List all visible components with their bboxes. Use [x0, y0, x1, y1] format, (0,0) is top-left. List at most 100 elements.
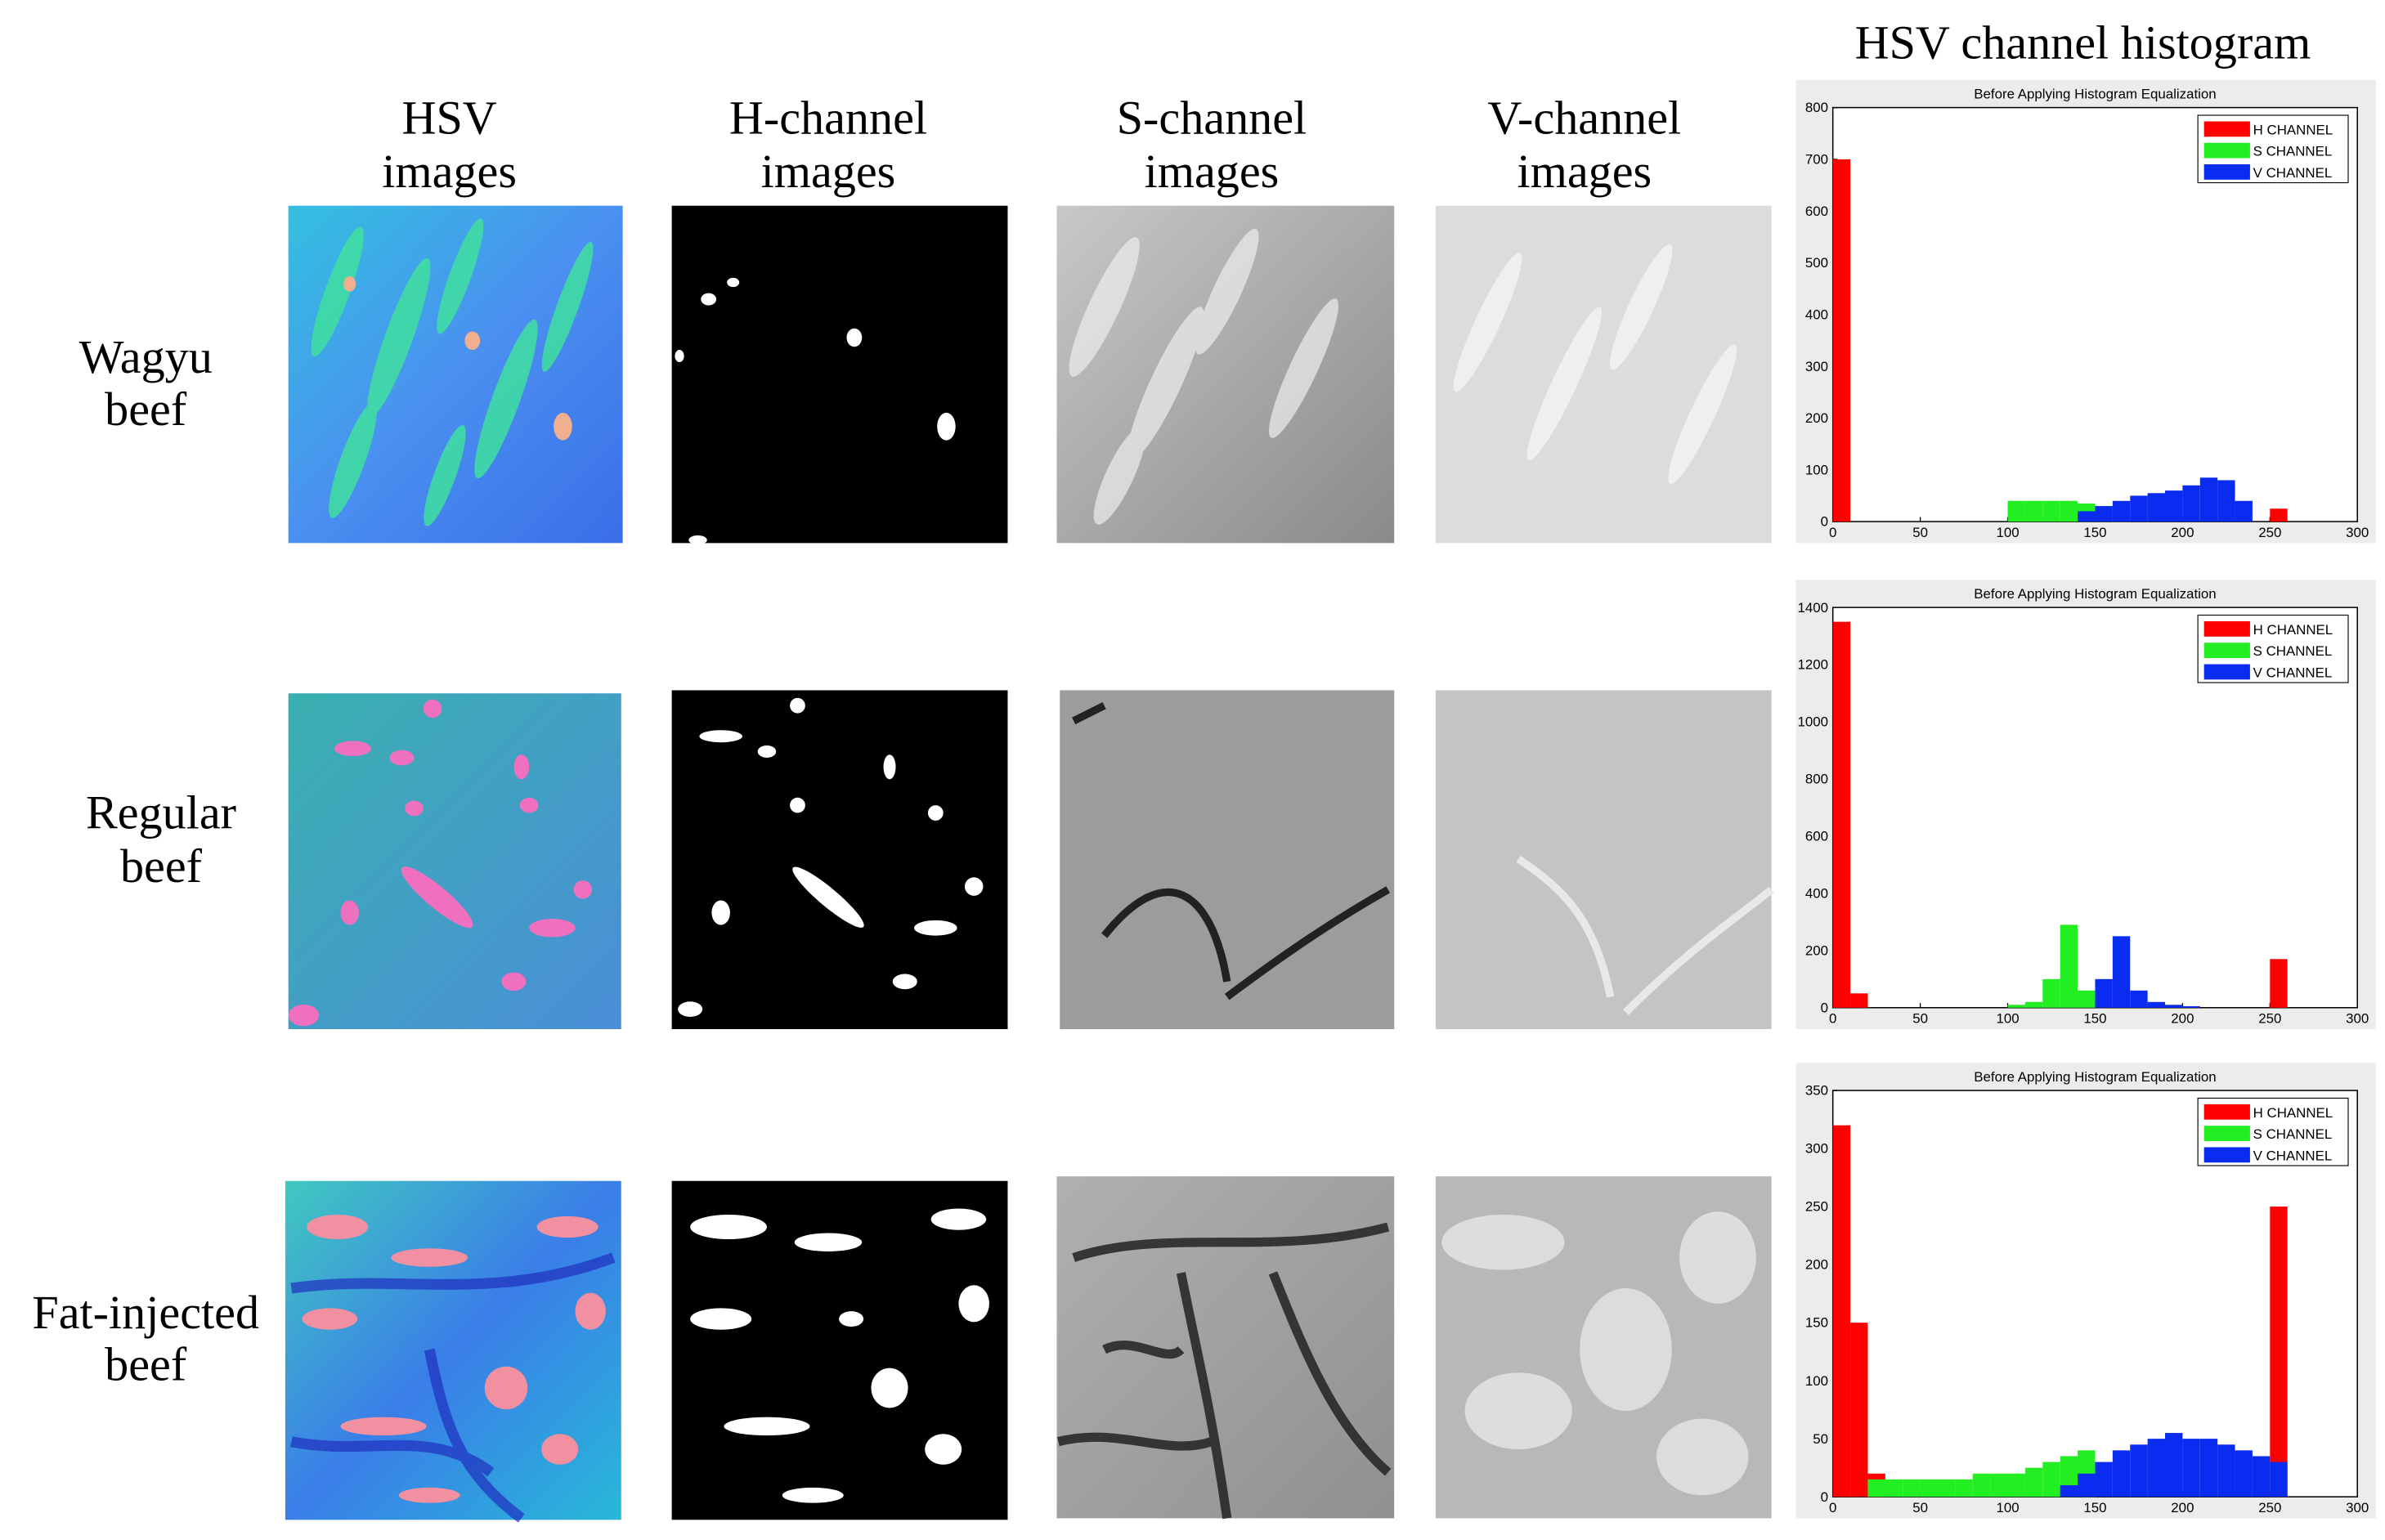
y-tick-label: 0: [1821, 1489, 1828, 1505]
image-fat-hsv: [285, 1180, 621, 1523]
y-tick-label: 600: [1805, 829, 1828, 844]
image-fat-v: [1435, 1176, 1772, 1519]
chart-title: Before Applying Histogram Equalization: [1974, 586, 2216, 602]
histogram-bar: [2270, 1462, 2288, 1497]
row-label: Fat-injected: [32, 1286, 259, 1339]
column-header: V-channel: [1487, 92, 1681, 145]
histogram-bar: [2060, 1484, 2078, 1497]
legend-swatch: [2203, 164, 2250, 180]
y-tick-label: 250: [1805, 1199, 1828, 1215]
histogram-bar: [2024, 1467, 2043, 1497]
histogram-bar: [2182, 1006, 2200, 1008]
histogram-bar: [2112, 936, 2131, 1008]
x-tick-label: 50: [1912, 1011, 1928, 1027]
histogram-panel: Before Applying Histogram Equalization 0 5…: [1795, 79, 2376, 544]
y-tick-label: 1200: [1798, 657, 1829, 673]
image-regular-s: [1060, 690, 1395, 1030]
histogram-bar: [2182, 485, 2200, 522]
histogram-bar: [2042, 500, 2060, 522]
histogram-bar: [2147, 1001, 2165, 1008]
histogram-bar: [2235, 500, 2253, 522]
histogram-bar: [2042, 978, 2060, 1008]
x-tick-label: 150: [2083, 1500, 2106, 1515]
legend-swatch: [2203, 642, 2250, 659]
legend-label: V CHANNEL: [2253, 1148, 2333, 1163]
histogram-bar: [2024, 500, 2043, 522]
x-tick-label: 50: [1912, 525, 1928, 540]
y-tick-label: 150: [1805, 1315, 1828, 1331]
legend: H CHANNEL S CHANNEL V CHANNEL: [2197, 114, 2349, 184]
histogram-bar: [1937, 1479, 1956, 1497]
image-fat-s: [1056, 1176, 1395, 1520]
histogram-bar: [2270, 1206, 2288, 1497]
histogram-bar: [2235, 1450, 2253, 1497]
histogram-bar: [2130, 1444, 2148, 1497]
y-tick-label: 0: [1821, 514, 1828, 530]
image-wagyu-s: [1056, 205, 1395, 544]
legend-label: S CHANNEL: [2253, 144, 2333, 159]
row-label: beef: [105, 1338, 187, 1391]
histogram-bar: [2007, 500, 2025, 522]
y-tick-label: 50: [1813, 1431, 1828, 1447]
histogram-bar: [2164, 490, 2183, 522]
x-tick-label: 0: [1829, 1011, 1836, 1027]
histogram-panel: Before Applying Histogram Equalization 0 5…: [1795, 580, 2376, 1030]
histogram-bar: [2078, 511, 2096, 522]
histogram-bar: [2007, 1005, 2025, 1008]
image-wagyu-h: [671, 205, 1008, 545]
histogram-bar: [2078, 1473, 2096, 1497]
column-header: H-channel: [729, 92, 927, 145]
y-tick-label: 200: [1805, 1257, 1828, 1273]
y-tick-label: 200: [1805, 410, 1828, 426]
y-tick-label: 300: [1805, 1141, 1828, 1157]
histogram-bar: [1990, 1473, 2008, 1497]
histogram-bar: [2024, 1001, 2043, 1008]
y-tick-label: 600: [1805, 204, 1828, 219]
x-tick-label: 0: [1829, 525, 1836, 540]
histogram-bar: [2095, 506, 2113, 522]
x-tick-label: 300: [2346, 1500, 2369, 1515]
histogram-bar: [1832, 621, 1851, 1008]
x-tick-label: 50: [1912, 1500, 1928, 1515]
histogram-bar: [2164, 1433, 2183, 1497]
histogram-bar: [2130, 990, 2148, 1008]
histogram-bar: [2060, 500, 2078, 522]
x-tick-label: 200: [2171, 1011, 2194, 1027]
column-header: images: [1145, 145, 1280, 198]
x-tick-label: 300: [2346, 525, 2369, 540]
x-tick-label: 250: [2258, 525, 2281, 540]
y-tick-label: 100: [1805, 462, 1828, 477]
y-tick-label: 800: [1805, 100, 1828, 115]
image-wagyu-hsv: [288, 205, 623, 544]
histogram-bar: [2270, 508, 2288, 522]
histogram-bar: [2270, 959, 2288, 1008]
histogram-bar: [2217, 480, 2235, 522]
y-tick-label: 1400: [1798, 600, 1829, 616]
histogram-bar: [1903, 1479, 1921, 1497]
legend: H CHANNEL S CHANNEL V CHANNEL: [2197, 1097, 2349, 1166]
y-tick-label: 400: [1805, 886, 1828, 902]
legend-label: H CHANNEL: [2253, 622, 2333, 638]
row-labels: Wagyu beef Regular beef Fat-injected bee…: [32, 330, 259, 1390]
histogram-bar: [2078, 990, 2096, 1008]
x-tick-label: 100: [1996, 1011, 2019, 1027]
histogram-bar: [2164, 1005, 2183, 1008]
column-header: images: [761, 145, 896, 198]
histogram-bar: [2112, 1450, 2131, 1497]
image-wagyu-v: [1435, 205, 1772, 544]
histogram-bar: [1955, 1479, 1973, 1497]
histogram-bar: [2130, 495, 2148, 522]
histogram-bar: [2217, 1444, 2235, 1497]
y-tick-label: 100: [1805, 1373, 1828, 1389]
histogram-panel: Before Applying Histogram Equalization 0 5…: [1795, 1063, 2376, 1519]
legend: H CHANNEL S CHANNEL V CHANNEL: [2197, 614, 2349, 683]
y-tick-label: 500: [1805, 255, 1828, 271]
histogram-bar: [1972, 1473, 1991, 1497]
histogram-bar: [1850, 993, 1868, 1008]
legend-label: H CHANNEL: [2253, 122, 2333, 137]
legend-label: V CHANNEL: [2253, 665, 2333, 681]
x-tick-label: 0: [1829, 1500, 1836, 1515]
histogram-bar: [1850, 1323, 1868, 1497]
histogram-bar: [2147, 493, 2165, 522]
x-tick-label: 100: [1996, 1500, 2019, 1515]
